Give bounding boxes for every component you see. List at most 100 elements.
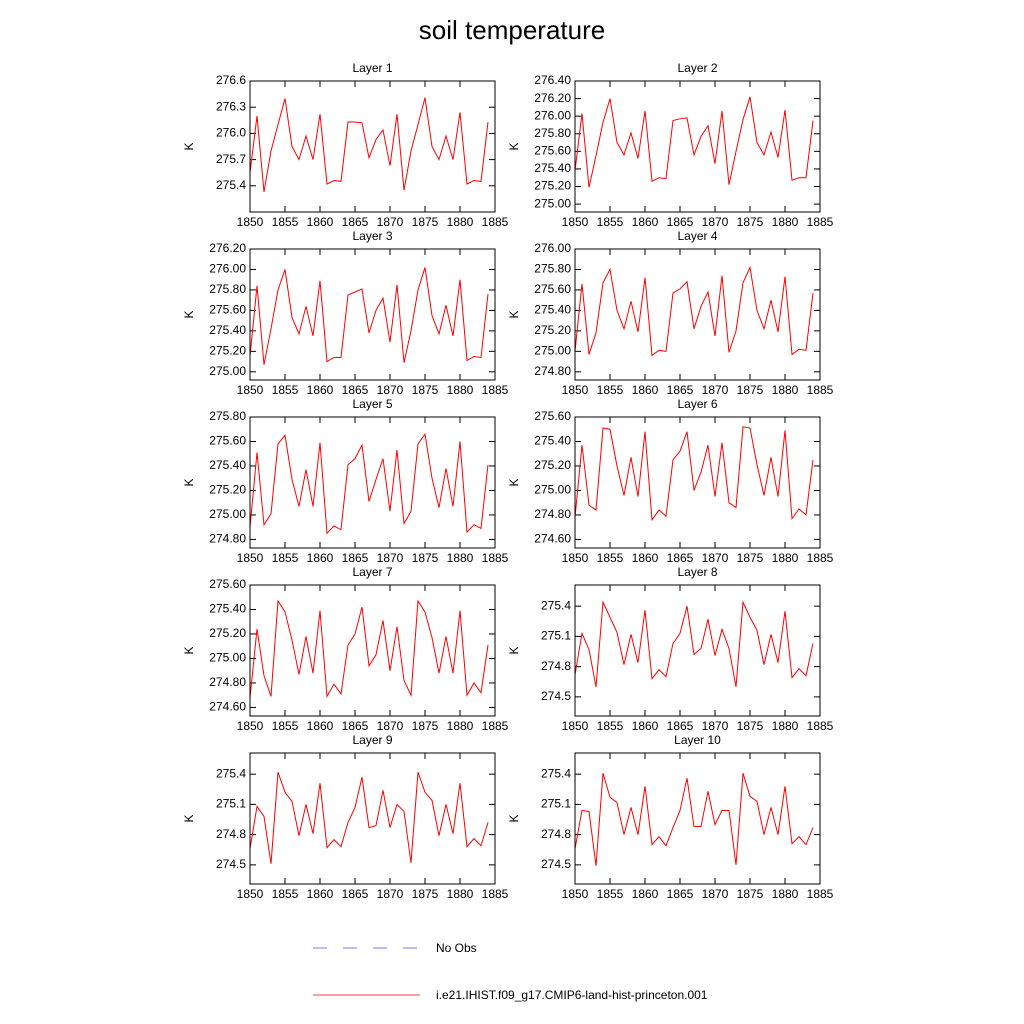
x-tick-label: 1880 [447,383,474,397]
x-tick-label: 1880 [447,215,474,229]
x-tick-label: 1885 [807,215,834,229]
y-axis-label: K [182,310,196,318]
x-tick-label: 1855 [597,383,624,397]
y-tick-label: 275.60 [534,282,571,296]
x-tick-label: 1880 [447,551,474,565]
x-tick-label: 1875 [737,215,764,229]
panel-title: Layer 6 [677,397,717,411]
x-tick-label: 1885 [482,887,509,901]
panel-title: Layer 7 [352,565,392,579]
x-tick-label: 1850 [562,551,589,565]
x-tick-label: 1855 [272,215,299,229]
y-tick-label: 275.60 [209,577,246,591]
panel-title: Layer 4 [677,229,717,243]
data-line [249,771,489,864]
x-tick-label: 1880 [772,215,799,229]
y-tick-label: 275.80 [209,409,246,423]
y-tick-label: 274.8 [541,659,571,673]
x-tick-label: 1855 [597,719,624,733]
y-tick-label: 275.1 [541,797,571,811]
y-tick-label: 276.20 [534,91,571,105]
y-tick-label: 275.20 [209,483,246,497]
x-tick-label: 1850 [562,719,589,733]
plot-frame [574,80,821,213]
x-tick-label: 1880 [772,887,799,901]
x-tick-label: 1875 [412,887,439,901]
x-tick-label: 1860 [632,719,659,733]
x-tick-label: 1855 [272,719,299,733]
x-tick-label: 1860 [632,551,659,565]
y-tick-label: 275.00 [209,651,246,665]
y-axis-label: K [507,310,521,318]
x-tick-label: 1865 [342,719,369,733]
x-tick-label: 1865 [342,215,369,229]
y-tick-label: 276.40 [534,73,571,87]
y-tick-label: 274.5 [216,857,246,871]
y-tick-label: 275.7 [216,152,246,166]
x-tick-label: 1865 [667,215,694,229]
y-tick-label: 275.00 [534,344,571,358]
y-tick-label: 276.6 [216,73,246,87]
y-tick-label: 275.40 [209,323,246,337]
plot-frame [249,584,496,717]
x-tick-label: 1880 [447,887,474,901]
y-tick-label: 275.60 [209,303,246,317]
figure-title: soil temperature [419,15,605,45]
x-tick-label: 1880 [447,719,474,733]
x-tick-label: 1855 [272,887,299,901]
x-tick-label: 1860 [632,887,659,901]
x-tick-label: 1865 [667,551,694,565]
y-tick-label: 275.20 [209,344,246,358]
x-tick-label: 1850 [237,887,264,901]
y-axis-label: K [507,646,521,654]
x-tick-label: 1885 [482,719,509,733]
data-line [249,267,489,365]
y-tick-label: 275.40 [534,303,571,317]
plot-frame [574,584,821,717]
panel-title: Layer 10 [674,733,721,747]
x-tick-label: 1875 [412,215,439,229]
y-tick-label: 275.40 [209,458,246,472]
x-tick-label: 1865 [667,383,694,397]
data-line [249,599,489,699]
x-tick-label: 1875 [737,887,764,901]
x-tick-label: 1865 [667,887,694,901]
y-tick-label: 276.0 [216,126,246,140]
x-tick-label: 1875 [737,719,764,733]
x-tick-label: 1870 [702,719,729,733]
x-tick-label: 1870 [377,215,404,229]
x-tick-label: 1855 [272,551,299,565]
x-tick-label: 1870 [377,887,404,901]
y-tick-label: 275.20 [534,458,571,472]
x-tick-label: 1870 [377,719,404,733]
x-tick-label: 1885 [482,551,509,565]
y-tick-label: 275.00 [534,483,571,497]
x-tick-label: 1875 [412,719,439,733]
legend-label: No Obs [436,941,477,955]
y-axis-label: K [182,646,196,654]
x-tick-label: 1885 [807,887,834,901]
data-line [574,426,814,522]
x-tick-label: 1850 [562,887,589,901]
y-tick-label: 275.4 [216,766,246,780]
panel-title: Layer 5 [352,397,392,411]
y-tick-label: 276.00 [209,262,246,276]
x-tick-label: 1865 [342,887,369,901]
y-tick-label: 275.40 [534,161,571,175]
y-tick-label: 275.1 [541,629,571,643]
y-tick-label: 276.00 [534,108,571,122]
y-tick-label: 275.40 [209,602,246,616]
x-tick-label: 1875 [412,383,439,397]
x-tick-label: 1885 [482,383,509,397]
x-tick-label: 1860 [307,719,334,733]
legend-label: i.e21.IHIST.f09_g17.CMIP6-land-hist-prin… [436,988,708,1002]
x-tick-label: 1880 [772,551,799,565]
x-tick-label: 1860 [307,215,334,229]
x-tick-label: 1850 [562,215,589,229]
plot-frame [574,416,821,549]
y-tick-label: 275.00 [534,196,571,210]
y-tick-label: 275.00 [209,507,246,521]
panel-title: Layer 8 [677,565,717,579]
y-tick-label: 275.20 [534,323,571,337]
